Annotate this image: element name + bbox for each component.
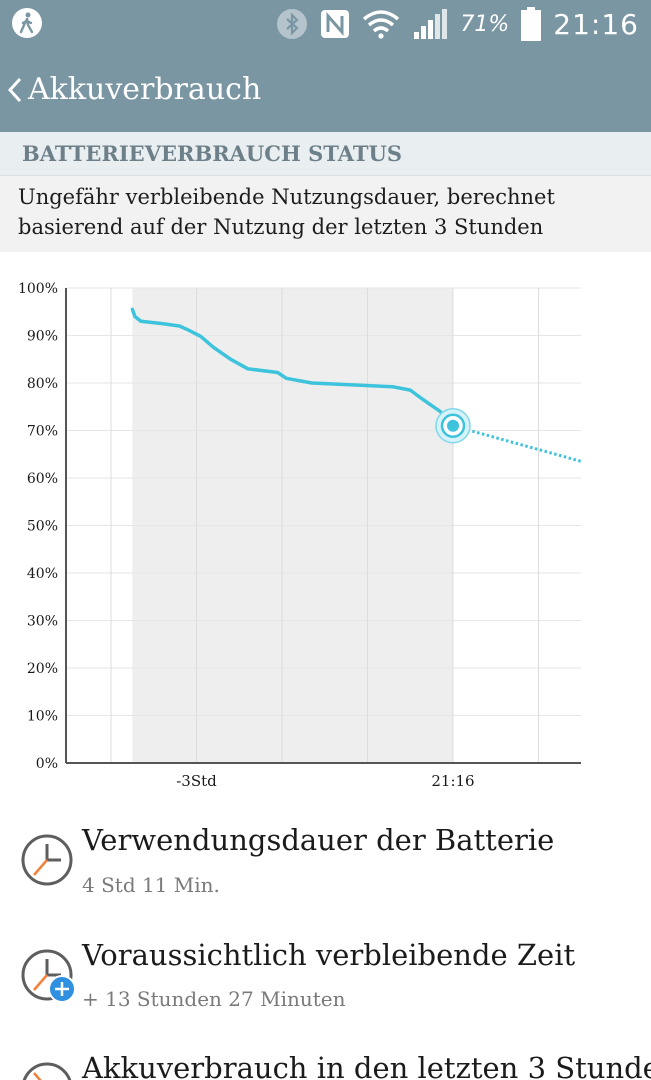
chart-usage-line (130, 307, 455, 428)
battery-usage-chart: 100% 90% 80% 70% 60% 50% 40% 30% 20% 10% 0% -3Std 21… (18, 281, 582, 790)
wifi-icon (362, 9, 400, 39)
list-item-subtitle: + 13 Stunden 27 Minuten (82, 987, 346, 1011)
chart-y-tick-label: 40% (27, 566, 58, 582)
bluetooth-icon (276, 8, 308, 40)
chart-x-tick-label: -3Std (176, 772, 217, 790)
chart-y-tick-label: 60% (27, 471, 58, 487)
clock-time: 21:16 (553, 7, 639, 41)
list-item-remaining-time[interactable]: Voraussichtlich verbleibende Zeit + 13 S… (0, 930, 651, 1025)
chart-y-tick-label: 0% (36, 756, 58, 772)
battery-icon (521, 7, 542, 41)
chart-y-tick-label: 70% (27, 424, 58, 440)
app-bar: Akkuverbrauch (0, 48, 651, 132)
chart-projection-line (452, 424, 582, 463)
back-button[interactable] (0, 48, 26, 132)
status-bar: 71% 21:16 (0, 0, 651, 48)
battery-percent: 71% (460, 11, 510, 37)
signal-icon (412, 8, 448, 40)
clock-plus-icon (21, 949, 76, 1003)
pedometer-icon (12, 8, 42, 38)
list-item-usage-last-3h[interactable]: Akkuverbrauch in den letzten 3 Stunden (0, 1045, 651, 1080)
list-item-battery-usage-time[interactable]: Verwendungsdauer der Batterie 4 Std 11 M… (0, 815, 651, 910)
section-heading: BATTERIEVERBRAUCH STATUS (0, 132, 651, 176)
list-item-title: Akkuverbrauch in den letzten 3 Stunden (82, 1051, 651, 1080)
chevron-left-icon (7, 77, 22, 103)
chart-y-tick-label: 80% (27, 376, 58, 392)
chart-y-tick-label: 90% (27, 329, 58, 345)
chart-y-tick-label: 10% (27, 709, 58, 725)
section-description: Ungefähr verbleibende Nutzungsdauer, ber… (0, 176, 651, 252)
page-title: Akkuverbrauch (28, 72, 262, 107)
chart-y-tick-label: 100% (18, 281, 58, 297)
nfc-icon (320, 9, 350, 39)
list-item-title: Voraussichtlich verbleibende Zeit (82, 938, 576, 972)
chart-y-tick-label: 20% (27, 661, 58, 677)
list-item-title: Verwendungsdauer der Batterie (82, 823, 555, 857)
chart-x-tick-label: 21:16 (431, 772, 474, 790)
chart-y-tick-label: 50% (27, 519, 58, 535)
chart-current-point (447, 419, 459, 432)
clock-icon (21, 834, 73, 886)
list-item-subtitle: 4 Std 11 Min. (82, 873, 220, 897)
clock-icon (22, 1062, 72, 1080)
chart-y-tick-label: 30% (27, 614, 58, 630)
